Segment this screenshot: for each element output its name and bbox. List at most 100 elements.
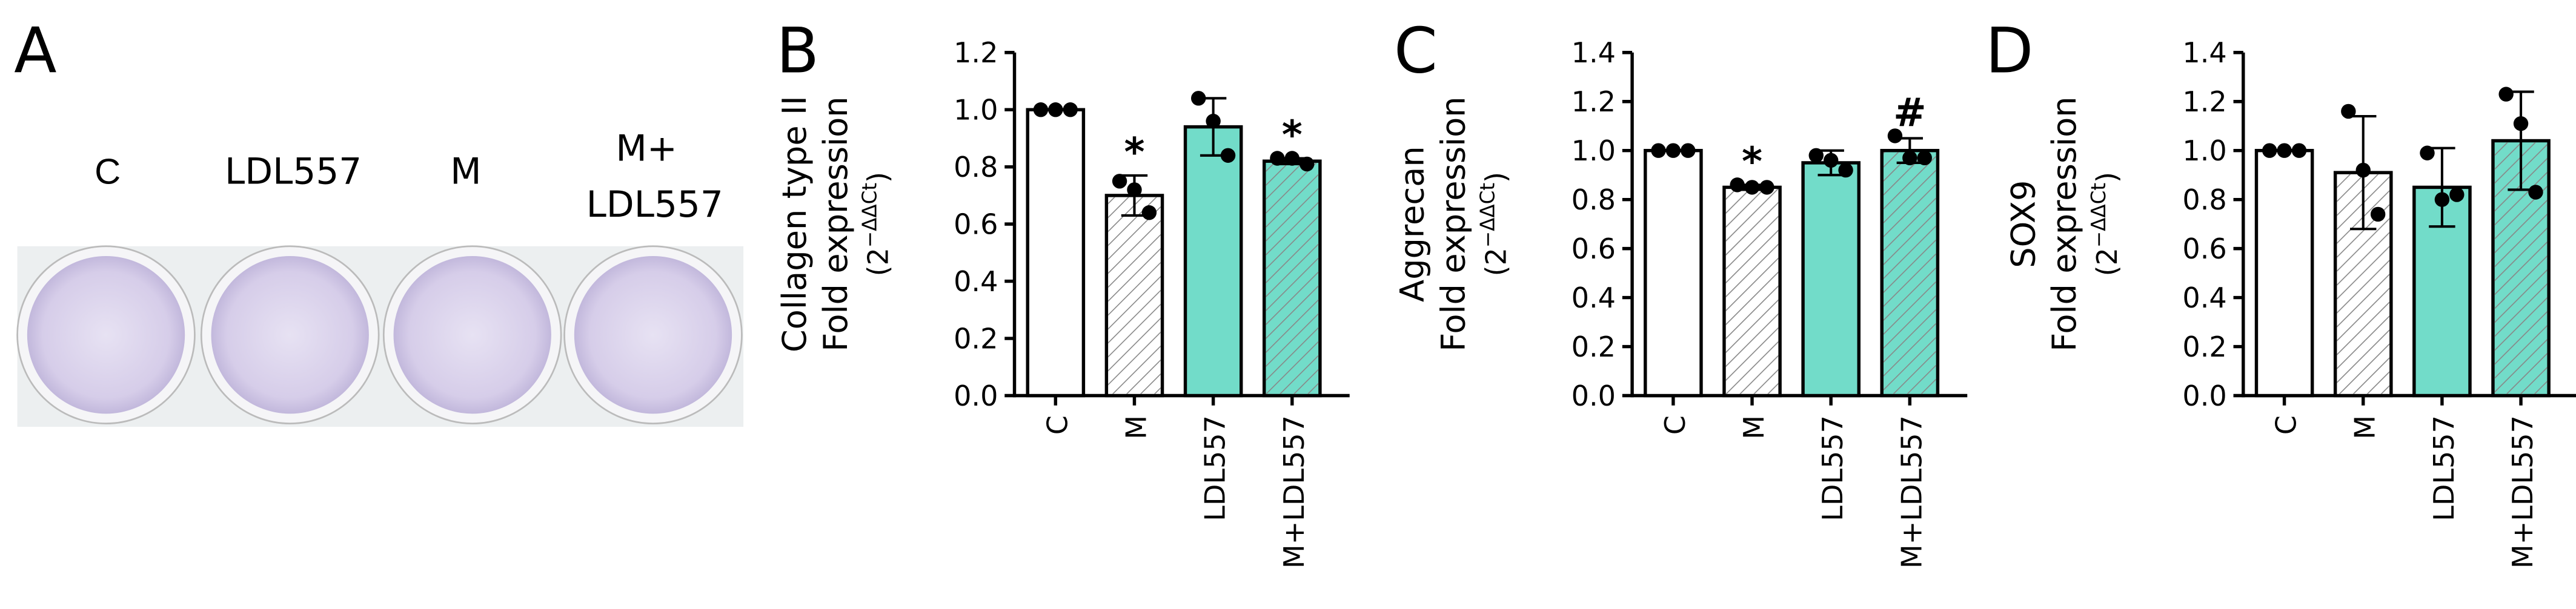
data-point: [1191, 91, 1206, 106]
y-label-unit: ): [862, 172, 895, 183]
panel-label: B: [776, 15, 819, 87]
y-tick-label: 1.2: [1572, 85, 1616, 118]
y-label-unit: ): [1479, 172, 1512, 183]
y-label-unit: (2: [862, 248, 895, 276]
y-label-unit: (2: [2091, 248, 2123, 276]
data-point: [2420, 145, 2435, 160]
x-tick-label: C: [1659, 415, 1691, 435]
data-point: [2449, 187, 2465, 202]
y-tick-label: 0.6: [954, 208, 998, 240]
data-point: [1141, 205, 1157, 220]
bar-chart: B Collagen type II Fold expression (2−ΔΔCt)…: [775, 15, 1350, 568]
y-tick-label: 0.8: [954, 151, 998, 183]
data-point: [1730, 177, 1745, 193]
data-point: [1887, 128, 1903, 143]
panel-label: D: [1985, 15, 2033, 87]
well-label: M+: [616, 128, 677, 170]
data-point: [1838, 162, 1853, 178]
y-tick-label: 0.0: [2182, 380, 2226, 412]
y-tick-label: 0.6: [2182, 232, 2226, 265]
y-axis-label: Collagen type II Fold expression (2−ΔΔCt): [775, 96, 895, 352]
data-point: [1681, 143, 1696, 158]
data-point: [2341, 104, 2356, 119]
y-axis-label: Aggrecan Fold expression (2−ΔΔCt): [1393, 96, 1513, 352]
data-point: [2355, 162, 2371, 178]
y-label-line: SOX9: [2004, 180, 2042, 268]
y-label-unit: ): [2091, 172, 2123, 183]
well: [574, 256, 732, 414]
y-tick-label: 0.2: [1572, 331, 1616, 363]
x-tick-label: M: [1120, 415, 1152, 439]
y-tick-label: 1.0: [2182, 134, 2226, 167]
y-tick-label: 1.2: [954, 36, 998, 69]
y-tick-label: 1.4: [2182, 36, 2226, 69]
x-tick-label: M+LDL557: [2506, 415, 2539, 568]
significance-mark: #: [1893, 90, 1927, 136]
y-tick-label: 1.2: [2182, 85, 2226, 118]
bar-hatch: [1883, 152, 1936, 394]
data-point: [2513, 116, 2529, 131]
panel-a: A C LDL557 M M+ LDL557: [14, 15, 744, 427]
y-tick-label: 0.8: [1572, 183, 1616, 216]
well: [27, 256, 185, 414]
well-label: LDL557: [586, 184, 723, 226]
y-label-line: Collagen type II: [775, 96, 814, 352]
data-point: [1744, 180, 1760, 195]
y-tick-label: 0.0: [1572, 380, 1616, 412]
data-point: [1651, 143, 1666, 158]
bar-chart: D SOX9 Fold expression (2−ΔΔCt) 0.0 0.2 0.4 0.6…: [1985, 15, 2576, 568]
y-tick-label: 1.0: [1572, 134, 1616, 167]
data-point: [1112, 174, 1127, 189]
data-point: [2262, 143, 2277, 158]
data-point: [1284, 151, 1300, 166]
data-point: [1033, 102, 1049, 117]
bar-hatch: [1725, 189, 1779, 394]
x-tick-label: M+LDL557: [1278, 415, 1310, 568]
bar-hatch: [1108, 197, 1161, 394]
y-label-line: Fold expression: [1434, 96, 1472, 352]
data-point: [2370, 206, 2386, 222]
bar: [1026, 108, 1086, 398]
y-tick-label: 0.4: [954, 265, 998, 298]
bar: [1801, 161, 1861, 398]
data-point: [1127, 182, 1142, 197]
data-point: [1206, 113, 1221, 129]
well-label: C: [95, 151, 121, 192]
y-tick-label: 0.0: [954, 380, 998, 412]
significance-mark: *: [1742, 139, 1762, 185]
y-tick-label: 0.2: [954, 322, 998, 355]
significance-mark: *: [1124, 130, 1144, 176]
y-label-exponent: −ΔΔCt: [1476, 183, 1499, 248]
data-point: [2498, 87, 2514, 102]
data-point: [1299, 156, 1315, 172]
panel-label: C: [1394, 15, 1438, 87]
well: [393, 256, 551, 414]
data-point: [2291, 143, 2307, 158]
y-label-line: Aggrecan: [1393, 146, 1432, 302]
bar: [1644, 148, 1703, 398]
data-point: [2528, 185, 2543, 200]
data-point: [1063, 102, 1078, 117]
bar-hatch: [1266, 162, 1319, 394]
y-label-line: Fold expression: [817, 96, 855, 352]
y-tick-label: 1.0: [954, 93, 998, 126]
data-point: [2434, 192, 2450, 207]
x-tick-label: C: [1041, 415, 1074, 435]
data-point: [1823, 153, 1839, 168]
data-point: [1759, 180, 1774, 195]
y-label-line: Fold expression: [2045, 96, 2083, 352]
y-label-exponent: −ΔΔCt: [2087, 183, 2110, 248]
y-label-unit: (2: [1479, 248, 1512, 276]
bar: [2254, 148, 2314, 398]
data-point: [1048, 102, 1063, 117]
y-tick-label: 0.4: [2182, 281, 2226, 314]
well-label: M: [450, 151, 481, 193]
x-tick-label: LDL557: [2428, 415, 2460, 521]
x-tick-label: C: [2270, 415, 2303, 435]
x-tick-label: M: [2349, 415, 2382, 439]
x-tick-label: M+LDL557: [1895, 415, 1928, 568]
y-axis-label: SOX9 Fold expression (2−ΔΔCt): [2004, 96, 2123, 352]
data-point: [1902, 150, 1917, 166]
